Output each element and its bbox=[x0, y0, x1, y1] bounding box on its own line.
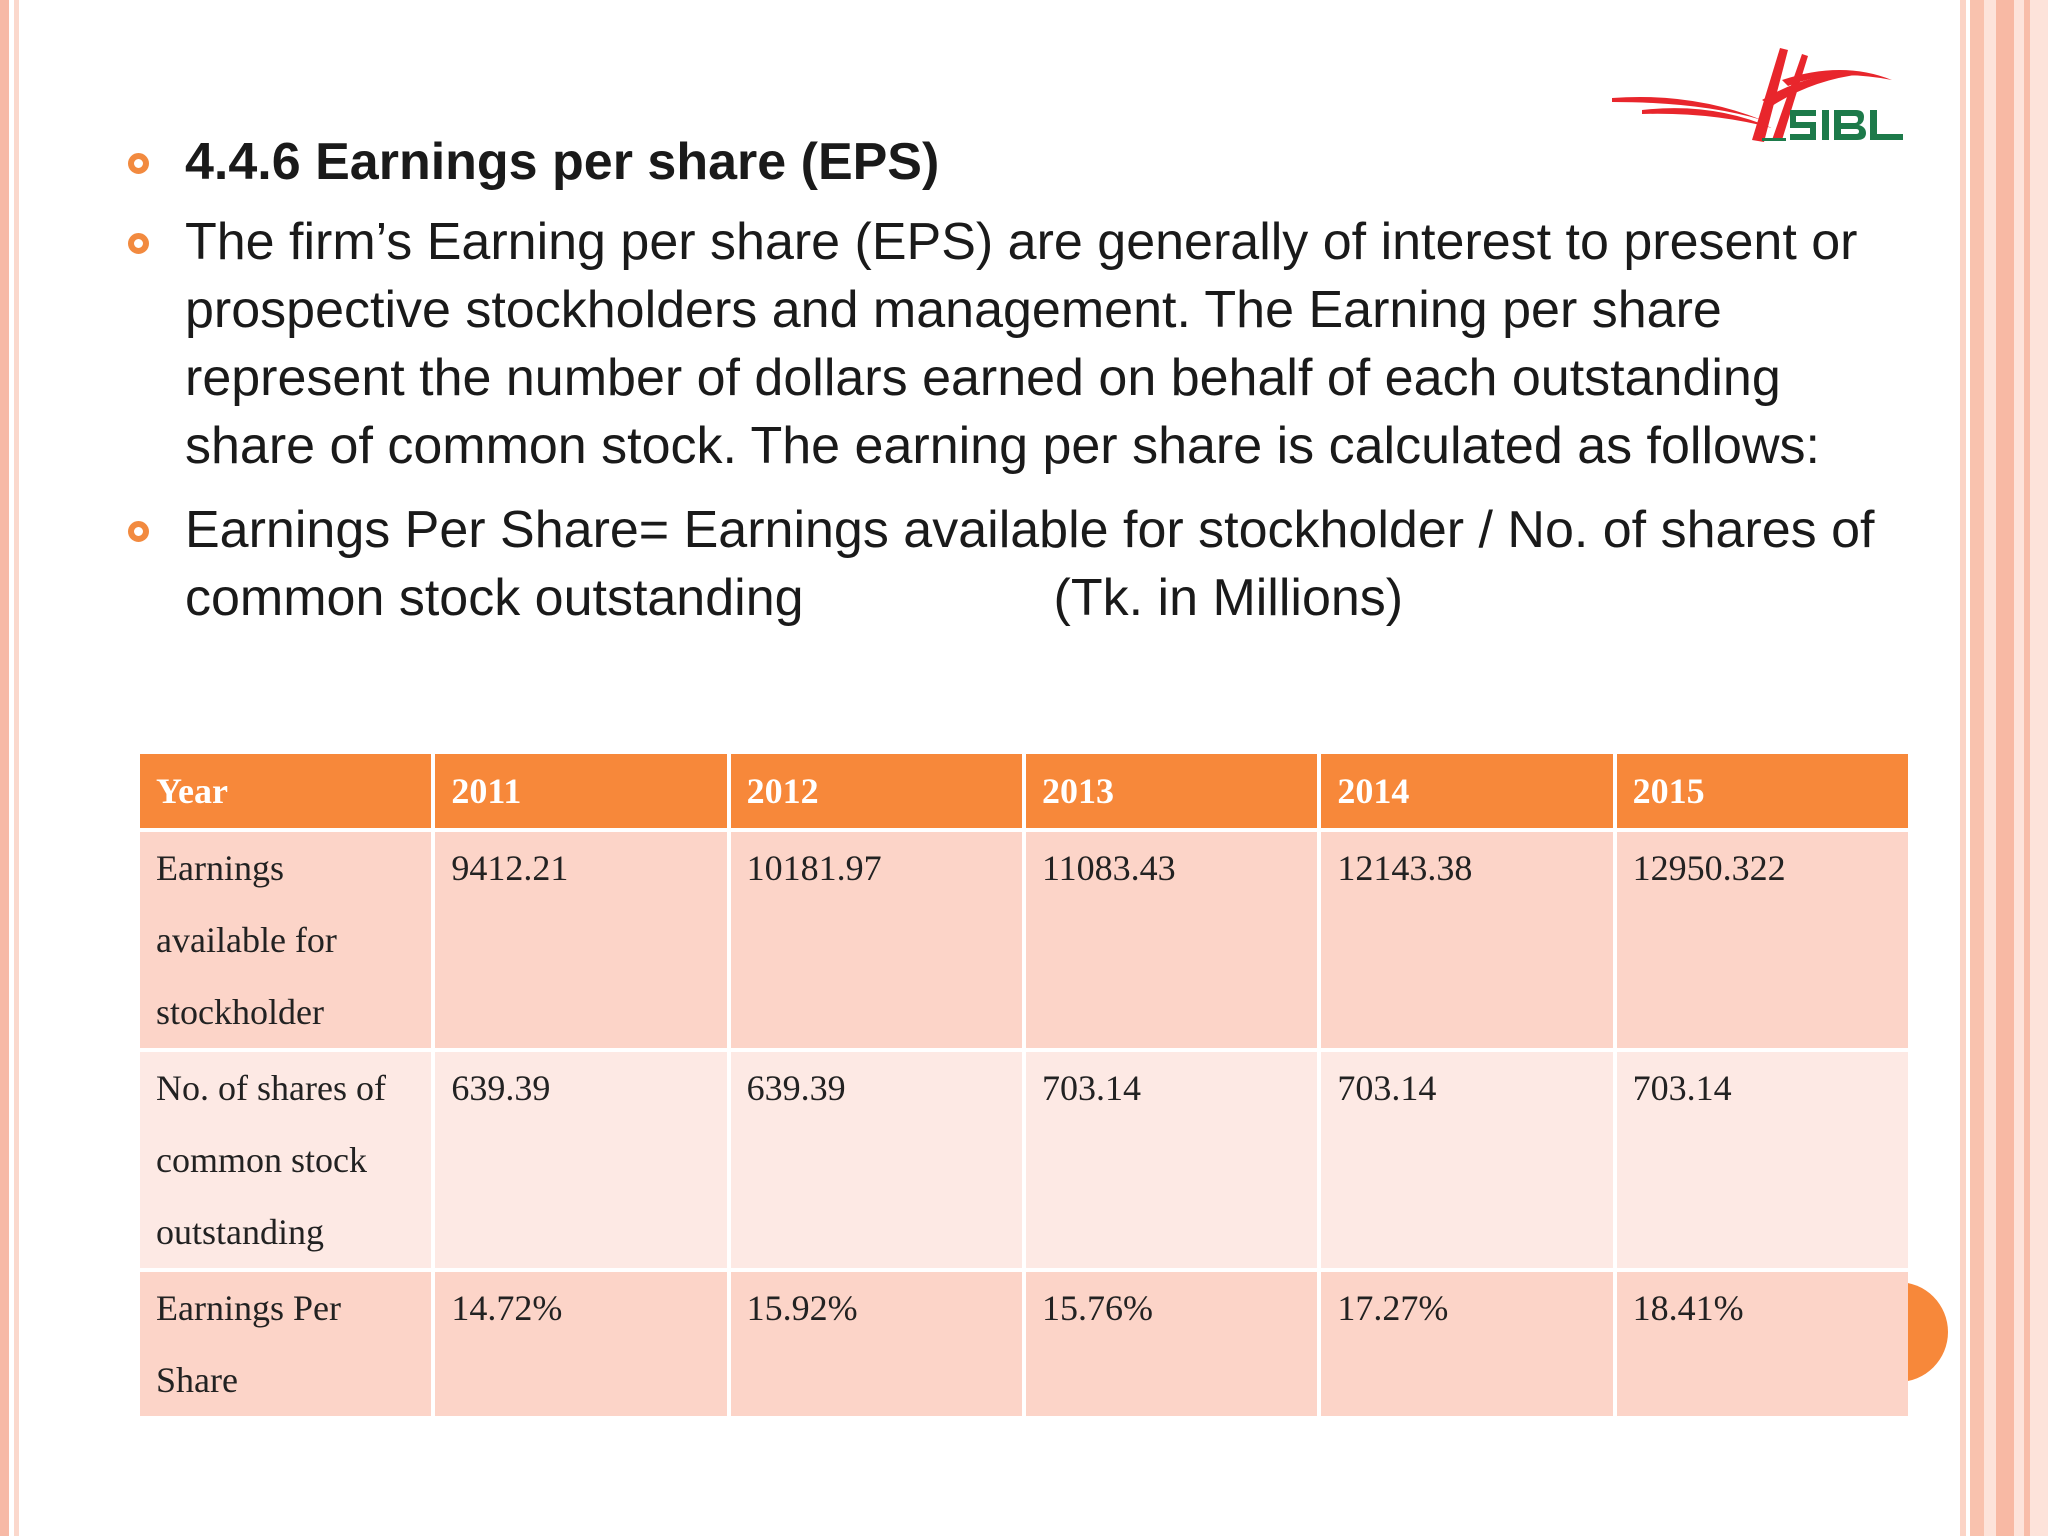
right-border-stripe bbox=[1970, 0, 1984, 1536]
table-cell: 15.76% bbox=[1025, 1272, 1318, 1416]
bullet-icon bbox=[128, 521, 149, 542]
table-cell: 12950.322 bbox=[1616, 832, 1908, 1048]
table-cell: 18.41% bbox=[1616, 1272, 1908, 1416]
right-border-stripe-3 bbox=[2024, 0, 2030, 1536]
header-2014: 2014 bbox=[1321, 754, 1613, 828]
section-heading: 4.4.6 Earnings per share (EPS) bbox=[128, 128, 1918, 196]
right-border-panel bbox=[1984, 0, 2048, 1536]
table-cell: 15.92% bbox=[730, 1272, 1022, 1416]
table-row: Earnings Per Share 14.72% 15.92% 15.76% … bbox=[140, 1272, 1908, 1416]
table-cell: 11083.43 bbox=[1025, 832, 1318, 1048]
header-2012: 2012 bbox=[730, 754, 1022, 828]
header-2011: 2011 bbox=[435, 754, 727, 828]
table-cell: 9412.21 bbox=[435, 832, 727, 1048]
table-row: No. of shares of common stock outstandin… bbox=[140, 1052, 1908, 1268]
table-cell: 639.39 bbox=[435, 1052, 727, 1268]
table-cell: 703.14 bbox=[1025, 1052, 1318, 1268]
header-2015: 2015 bbox=[1616, 754, 1908, 828]
header-2013: 2013 bbox=[1025, 754, 1318, 828]
table-cell: 703.14 bbox=[1616, 1052, 1908, 1268]
bullet-list: 4.4.6 Earnings per share (EPS) The firm’… bbox=[128, 128, 1918, 648]
left-border-stripe-thin bbox=[14, 0, 19, 1536]
table-cell: 12143.38 bbox=[1321, 832, 1613, 1048]
table-cell: 639.39 bbox=[730, 1052, 1022, 1268]
table-header-row: Year 2011 2012 2013 2014 2015 bbox=[140, 754, 1908, 828]
right-border-stripe-thin bbox=[1960, 0, 1966, 1536]
row-label: No. of shares of common stock outstandin… bbox=[140, 1052, 432, 1268]
eps-formula-text: Earnings Per Share= Earnings available f… bbox=[185, 501, 1875, 627]
row-label: Earnings available for stockholder bbox=[140, 832, 432, 1048]
table-cell: 703.14 bbox=[1321, 1052, 1613, 1268]
eps-formula: Earnings Per Share= Earnings available f… bbox=[128, 496, 1918, 632]
table-cell: 17.27% bbox=[1321, 1272, 1613, 1416]
eps-description-text: The firm’s Earning per share (EPS) are g… bbox=[185, 213, 1858, 475]
left-border-stripe bbox=[0, 0, 9, 1536]
right-border-stripe-2 bbox=[1996, 0, 2014, 1536]
row-label: Earnings Per Share bbox=[140, 1272, 432, 1416]
eps-description: The firm’s Earning per share (EPS) are g… bbox=[128, 208, 1918, 480]
eps-table: Year 2011 2012 2013 2014 2015 Earnings a… bbox=[136, 750, 1912, 1420]
table-cell: 10181.97 bbox=[730, 832, 1022, 1048]
section-heading-text: 4.4.6 Earnings per share (EPS) bbox=[185, 133, 940, 191]
table-cell: 14.72% bbox=[435, 1272, 727, 1416]
header-year: Year bbox=[140, 754, 432, 828]
unit-note: (Tk. in Millions) bbox=[1053, 569, 1404, 627]
bullet-icon bbox=[128, 153, 149, 174]
bullet-icon bbox=[128, 233, 149, 254]
sibl-logo bbox=[1612, 48, 1903, 142]
table-row: Earnings available for stockholder 9412.… bbox=[140, 832, 1908, 1048]
